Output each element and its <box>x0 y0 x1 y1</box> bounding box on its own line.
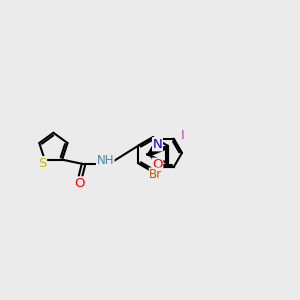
Text: O: O <box>152 158 163 171</box>
Text: NH: NH <box>97 154 114 167</box>
Text: O: O <box>74 177 85 190</box>
Text: N: N <box>153 138 162 151</box>
Text: Br: Br <box>149 168 162 181</box>
Text: S: S <box>38 157 46 170</box>
Text: I: I <box>181 129 184 142</box>
